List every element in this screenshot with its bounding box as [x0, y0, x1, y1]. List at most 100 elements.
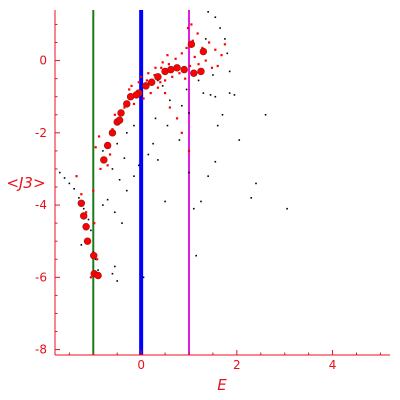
- data-point: [207, 11, 209, 13]
- data-point: [142, 276, 145, 279]
- data-point: [193, 55, 196, 59]
- data-point: [163, 91, 167, 95]
- data-point: [226, 52, 229, 55]
- data-point: [197, 79, 200, 82]
- data-point: [196, 32, 199, 35]
- series-0: [77, 40, 208, 280]
- data-point: [123, 100, 131, 108]
- data-point: [197, 67, 205, 76]
- data-point: [168, 106, 171, 109]
- data-point: [58, 171, 61, 174]
- data-point: [90, 229, 92, 232]
- data-point: [188, 171, 190, 174]
- x-tick-label: 0: [137, 358, 145, 372]
- data-point: [201, 46, 204, 50]
- y-tick-label: 0: [39, 54, 47, 68]
- data-point: [137, 81, 140, 84]
- data-point: [80, 212, 88, 220]
- data-point: [228, 92, 231, 94]
- data-point: [132, 102, 136, 106]
- data-point: [154, 73, 162, 81]
- data-point: [89, 276, 92, 279]
- data-point: [159, 81, 162, 84]
- data-point: [186, 26, 190, 30]
- data-point: [106, 164, 109, 167]
- data-point: [92, 189, 95, 192]
- data-point: [116, 142, 119, 145]
- data-point: [80, 193, 83, 196]
- data-point: [108, 153, 112, 156]
- data-point: [149, 91, 152, 95]
- data-point: [130, 84, 133, 87]
- data-point: [174, 57, 177, 60]
- data-point: [93, 222, 96, 225]
- data-point: [99, 167, 102, 171]
- data-point: [125, 132, 128, 134]
- data-point: [224, 38, 226, 40]
- data-point: [90, 251, 98, 260]
- data-point: [142, 82, 150, 90]
- data-point: [204, 59, 207, 62]
- y-tick-label: -6: [35, 270, 47, 284]
- series-2: [58, 11, 288, 282]
- y-tick-label: -8: [35, 343, 47, 357]
- data-point: [190, 69, 198, 77]
- data-point: [207, 175, 209, 177]
- data-point: [77, 199, 86, 207]
- data-point: [160, 66, 163, 69]
- data-point: [152, 142, 154, 145]
- y-axis-title: <J3>: [6, 174, 45, 192]
- data-point: [212, 74, 214, 76]
- data-point: [214, 160, 217, 163]
- data-point: [82, 207, 85, 210]
- data-point: [147, 153, 150, 156]
- data-point: [78, 197, 80, 199]
- data-point: [94, 258, 97, 261]
- data-point: [233, 94, 236, 96]
- data-point: [220, 54, 223, 57]
- data-point: [137, 164, 140, 167]
- data-point: [157, 159, 159, 161]
- data-point: [178, 139, 181, 141]
- data-point: [114, 211, 116, 214]
- data-point: [197, 63, 200, 66]
- x-tick-label: 2: [233, 358, 241, 372]
- data-point: [173, 64, 181, 72]
- data-point: [156, 86, 159, 89]
- data-point: [210, 66, 214, 69]
- ticks: 0 2 4 0 -2 -4 -6 -8: [35, 23, 381, 372]
- data-point: [175, 117, 179, 120]
- data-point: [181, 104, 183, 107]
- data-point: [188, 64, 192, 68]
- data-point: [167, 63, 170, 66]
- data-point: [191, 39, 194, 42]
- data-point: [147, 72, 150, 75]
- data-point: [250, 197, 253, 199]
- data-point: [153, 73, 156, 77]
- data-point: [142, 97, 145, 100]
- data-point: [83, 237, 92, 245]
- data-point: [106, 198, 109, 201]
- data-point: [228, 70, 231, 73]
- data-point: [214, 48, 217, 51]
- data-point: [97, 269, 99, 271]
- data-point: [140, 75, 143, 78]
- vertical-lines: [92, 10, 190, 355]
- data-point: [108, 129, 117, 137]
- data-point: [96, 258, 99, 261]
- data-point: [202, 92, 205, 94]
- data-point: [111, 272, 114, 275]
- y-tick-label: -2: [35, 126, 47, 140]
- data-point: [195, 254, 197, 257]
- data-point: [216, 124, 219, 127]
- data-point: [204, 38, 207, 40]
- data-point: [180, 65, 188, 74]
- data-point: [154, 117, 157, 120]
- data-point: [132, 91, 141, 99]
- data-point: [123, 106, 126, 109]
- data-point: [185, 88, 188, 91]
- data-point: [166, 124, 169, 127]
- data-point: [166, 54, 169, 57]
- data-point: [185, 46, 188, 50]
- data-point: [154, 66, 157, 69]
